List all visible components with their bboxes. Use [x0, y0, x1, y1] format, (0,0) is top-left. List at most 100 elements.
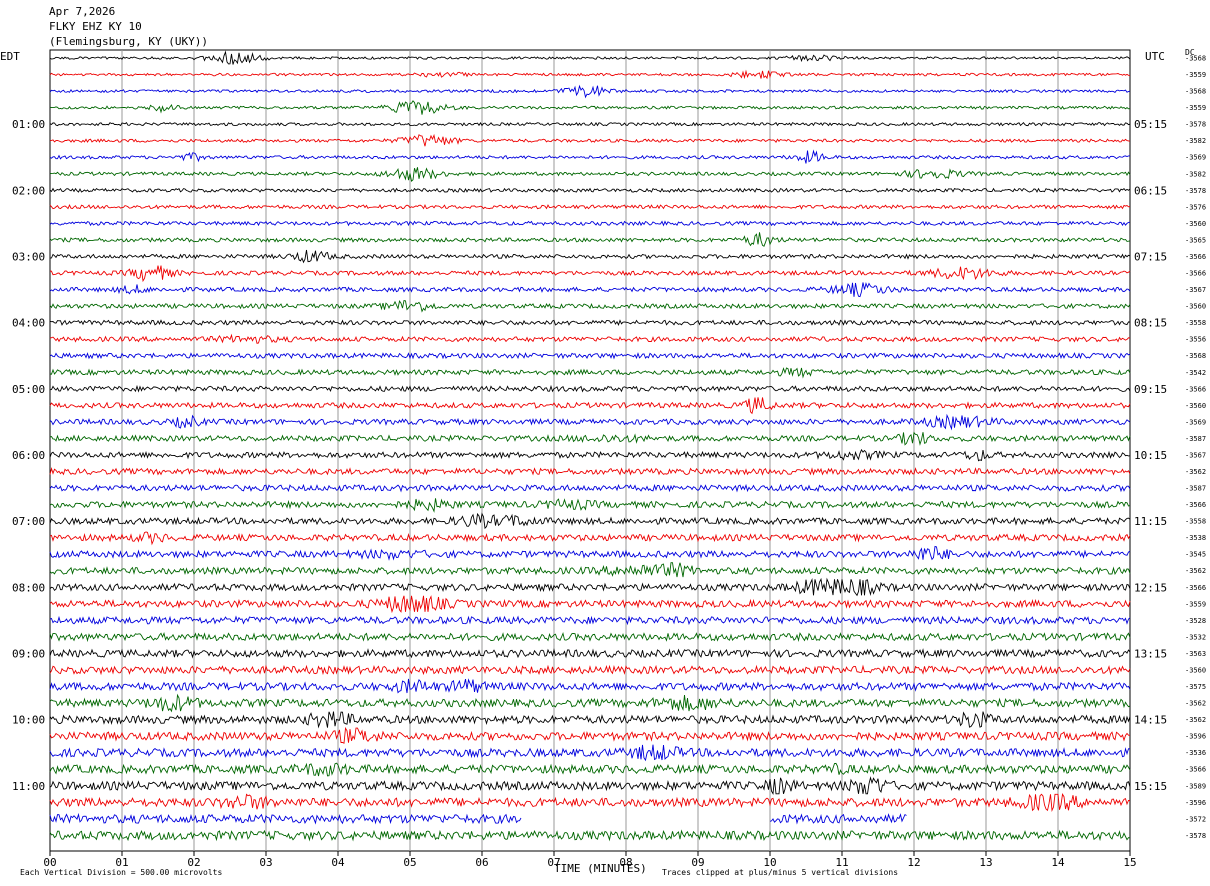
trace-row-34 [49, 615, 1131, 626]
trace-row-25 [49, 466, 1131, 476]
dc-offset-label: -3569 [1185, 154, 1206, 162]
trace-row-44 [49, 776, 1131, 795]
dc-offset-label: -3560 [1185, 402, 1206, 410]
trace-row-18 [49, 352, 1131, 360]
trace-row-6 [49, 149, 1131, 164]
utc-hour-label: 13:15 [1134, 647, 1167, 660]
utc-hour-label: 10:15 [1134, 449, 1167, 462]
trace-row-7 [49, 167, 1131, 182]
dc-offset-label: -3568 [1185, 55, 1206, 63]
trace-row-38 [49, 678, 1131, 694]
trace-row-14 [49, 282, 1131, 298]
dc-offset-label: -3582 [1185, 137, 1206, 145]
dc-offset-label: -3569 [1185, 418, 1206, 426]
dc-offset-label: -3556 [1185, 336, 1206, 344]
trace-row-12 [49, 249, 1131, 264]
edt-hour-label: 06:00 [12, 449, 45, 462]
x-tick-label: 00 [43, 856, 56, 869]
edt-hour-label: 04:00 [12, 317, 45, 330]
trace-row-42 [49, 744, 1131, 762]
x-tick-label: 13 [979, 856, 992, 869]
dc-offset-label: -3542 [1185, 369, 1206, 377]
trace-row-40 [49, 711, 1131, 729]
trace-row-1 [49, 69, 1131, 80]
x-tick-label: 14 [1051, 856, 1065, 869]
dc-offset-label: -3566 [1185, 584, 1206, 592]
trace-row-27 [49, 498, 1131, 513]
dc-offset-label: -3558 [1185, 518, 1206, 526]
dc-offset-label: -3587 [1185, 435, 1206, 443]
edt-hour-label: 10:00 [12, 714, 45, 727]
dc-offset-label: -3562 [1185, 700, 1206, 708]
trace-row-10 [49, 220, 1131, 227]
trace-row-46 [49, 812, 522, 825]
dc-offset-label: -3587 [1185, 485, 1206, 493]
dc-offset-label: -3567 [1185, 451, 1206, 459]
dc-offset-label: -3568 [1185, 88, 1206, 96]
edt-hour-label: 05:00 [12, 383, 45, 396]
dc-offset-label: -3566 [1185, 385, 1206, 393]
x-axis-title: TIME (MINUTES) [554, 862, 647, 875]
edt-hour-label: 08:00 [12, 581, 45, 594]
trace-row-20 [49, 384, 1131, 393]
trace-row-47 [49, 829, 1131, 842]
trace-row-33 [49, 595, 1131, 614]
dc-offset-label: -3536 [1185, 749, 1206, 757]
trace-row-23 [49, 431, 1131, 446]
trace-row-43 [49, 762, 1131, 777]
dc-offset-label: -3596 [1185, 733, 1206, 741]
dc-offset-label: -3559 [1185, 104, 1206, 112]
dc-offset-label: -3575 [1185, 683, 1206, 691]
trace-row-11 [49, 232, 1131, 247]
edt-hour-label: 03:00 [12, 250, 45, 263]
dc-offset-label: -3559 [1185, 71, 1206, 79]
dc-offset-label: -3532 [1185, 633, 1206, 641]
dc-offset-label: -3562 [1185, 567, 1206, 575]
x-tick-label: 05 [403, 856, 416, 869]
dc-offset-label: -3568 [1185, 352, 1206, 360]
trace-row-13 [49, 265, 1131, 283]
x-tick-label: 09 [691, 856, 704, 869]
left-timezone-label: EDT [0, 50, 20, 63]
x-tick-label: 12 [907, 856, 920, 869]
dc-offset-label: -3538 [1185, 534, 1206, 542]
plot-date: Apr 7,2026 [49, 5, 116, 18]
scale-note: Each Vertical Division = 500.00 microvol… [20, 868, 223, 877]
trace-row-5 [49, 133, 1131, 147]
utc-hour-label: 07:15 [1134, 250, 1167, 263]
trace-row-26 [49, 483, 1131, 493]
trace-row-2 [49, 84, 1131, 99]
trace-row-39 [49, 693, 1131, 713]
dc-offset-label: -3596 [1185, 799, 1206, 807]
dc-offset-label: -3566 [1185, 766, 1206, 774]
x-tick-label: 10 [763, 856, 776, 869]
dc-offset-label: -3589 [1185, 782, 1206, 790]
utc-hour-label: 14:15 [1134, 714, 1167, 727]
dc-offset-label: -3560 [1185, 303, 1206, 311]
trace-row-32 [49, 577, 1131, 597]
utc-hour-label: 05:15 [1134, 118, 1167, 131]
trace-row-0 [49, 50, 1131, 65]
x-tick-label: 03 [259, 856, 272, 869]
dc-offset-label: -3578 [1185, 187, 1206, 195]
trace-row-28 [49, 512, 1131, 530]
dc-offset-label: -3558 [1185, 319, 1206, 327]
dc-offset-label: -3560 [1185, 220, 1206, 228]
dc-offset-label: -3566 [1185, 253, 1206, 261]
dc-offset-label: -3576 [1185, 203, 1206, 211]
x-tick-label: 06 [475, 856, 488, 869]
dc-offset-label: -3559 [1185, 600, 1206, 608]
edt-hour-label: 09:00 [12, 647, 45, 660]
x-tick-label: 07 [547, 856, 560, 869]
station-location: (Flemingsburg, KY (UKY)) [49, 35, 208, 48]
x-tick-label: 04 [331, 856, 345, 869]
x-tick-label: 08 [619, 856, 632, 869]
utc-hour-label: 08:15 [1134, 317, 1167, 330]
utc-hour-label: 11:15 [1134, 515, 1167, 528]
trace-row-16 [49, 319, 1131, 327]
dc-offset-label: -3566 [1185, 501, 1206, 509]
station-id: FLKY EHZ KY 10 [49, 20, 142, 33]
trace-row-17 [49, 333, 1131, 344]
trace-row-15 [49, 299, 1131, 313]
